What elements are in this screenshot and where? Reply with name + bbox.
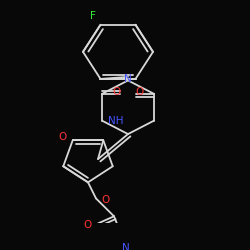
Text: F: F — [90, 11, 96, 21]
Text: O: O — [58, 132, 67, 142]
Text: N: N — [122, 244, 130, 250]
Text: O: O — [84, 220, 92, 230]
Text: NH: NH — [108, 116, 124, 126]
Text: N: N — [124, 74, 132, 84]
Text: O: O — [136, 87, 144, 97]
Text: O: O — [102, 195, 110, 205]
Text: O: O — [112, 87, 120, 97]
